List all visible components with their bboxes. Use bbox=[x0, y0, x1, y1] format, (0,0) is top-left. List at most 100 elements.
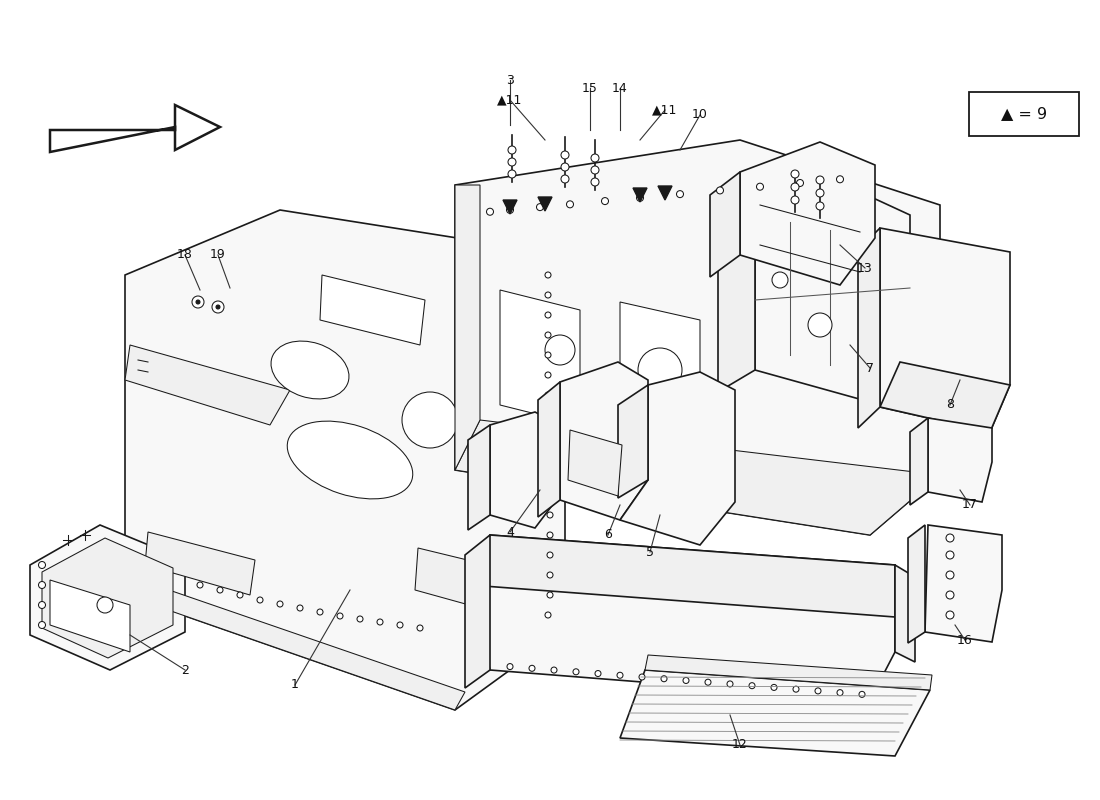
Text: 10: 10 bbox=[692, 109, 708, 122]
Circle shape bbox=[816, 176, 824, 184]
Circle shape bbox=[547, 472, 553, 478]
Text: 2: 2 bbox=[182, 663, 189, 677]
Circle shape bbox=[946, 551, 954, 559]
Circle shape bbox=[97, 597, 113, 613]
Text: a passion for parts since 1985: a passion for parts since 1985 bbox=[231, 433, 609, 457]
Polygon shape bbox=[42, 538, 173, 658]
Circle shape bbox=[529, 666, 535, 671]
Text: 7: 7 bbox=[866, 362, 874, 374]
Polygon shape bbox=[538, 382, 560, 517]
Circle shape bbox=[547, 452, 553, 458]
Text: ▲11: ▲11 bbox=[497, 94, 522, 106]
Polygon shape bbox=[740, 142, 874, 285]
Circle shape bbox=[561, 175, 569, 183]
Polygon shape bbox=[755, 185, 910, 402]
Polygon shape bbox=[465, 535, 490, 688]
Polygon shape bbox=[568, 430, 622, 496]
Circle shape bbox=[537, 204, 543, 210]
Circle shape bbox=[192, 296, 204, 308]
Polygon shape bbox=[620, 670, 930, 756]
Circle shape bbox=[39, 602, 45, 609]
Circle shape bbox=[486, 208, 494, 215]
Circle shape bbox=[637, 194, 644, 202]
Circle shape bbox=[573, 669, 579, 674]
Circle shape bbox=[815, 688, 821, 694]
Polygon shape bbox=[718, 218, 755, 392]
Circle shape bbox=[236, 592, 243, 598]
Circle shape bbox=[39, 562, 45, 569]
Circle shape bbox=[212, 301, 224, 313]
Circle shape bbox=[617, 672, 623, 678]
Text: 3: 3 bbox=[506, 74, 514, 86]
Circle shape bbox=[638, 348, 682, 392]
Polygon shape bbox=[415, 548, 488, 608]
Text: 15: 15 bbox=[582, 82, 598, 94]
Circle shape bbox=[358, 616, 363, 622]
Circle shape bbox=[544, 312, 551, 318]
Circle shape bbox=[676, 190, 683, 198]
Polygon shape bbox=[880, 362, 1010, 432]
Polygon shape bbox=[560, 362, 648, 520]
Circle shape bbox=[544, 272, 551, 278]
Polygon shape bbox=[490, 412, 560, 528]
Polygon shape bbox=[470, 535, 895, 617]
Polygon shape bbox=[645, 655, 932, 690]
Polygon shape bbox=[908, 525, 925, 643]
Circle shape bbox=[716, 187, 724, 194]
Circle shape bbox=[772, 272, 788, 288]
Polygon shape bbox=[925, 525, 1002, 642]
Polygon shape bbox=[632, 188, 647, 202]
Circle shape bbox=[946, 571, 954, 579]
Circle shape bbox=[507, 663, 513, 670]
Polygon shape bbox=[858, 228, 880, 428]
Text: 17: 17 bbox=[962, 498, 978, 511]
Text: 5: 5 bbox=[646, 546, 654, 558]
Circle shape bbox=[547, 492, 553, 498]
Circle shape bbox=[544, 392, 551, 398]
Polygon shape bbox=[880, 228, 1010, 432]
Text: 12: 12 bbox=[733, 738, 748, 751]
Circle shape bbox=[705, 679, 711, 686]
Text: 16: 16 bbox=[957, 634, 972, 646]
Text: ▲ = 9: ▲ = 9 bbox=[1001, 106, 1047, 122]
Circle shape bbox=[544, 412, 551, 418]
Circle shape bbox=[402, 392, 458, 448]
Ellipse shape bbox=[271, 341, 349, 399]
Circle shape bbox=[544, 335, 575, 365]
Circle shape bbox=[836, 176, 844, 182]
Circle shape bbox=[749, 682, 755, 689]
Polygon shape bbox=[538, 197, 552, 211]
Circle shape bbox=[297, 605, 302, 611]
Circle shape bbox=[257, 597, 263, 603]
Circle shape bbox=[757, 183, 763, 190]
Polygon shape bbox=[895, 565, 915, 662]
Circle shape bbox=[591, 166, 600, 174]
Text: 14: 14 bbox=[612, 82, 628, 94]
Polygon shape bbox=[125, 345, 290, 425]
Circle shape bbox=[566, 201, 573, 208]
Text: 6: 6 bbox=[604, 529, 612, 542]
Text: 13: 13 bbox=[857, 262, 873, 274]
Circle shape bbox=[544, 292, 551, 298]
Circle shape bbox=[39, 622, 45, 629]
Circle shape bbox=[816, 202, 824, 210]
Polygon shape bbox=[125, 210, 565, 710]
Circle shape bbox=[197, 582, 204, 588]
Polygon shape bbox=[620, 372, 735, 545]
Polygon shape bbox=[620, 302, 700, 428]
Circle shape bbox=[547, 512, 553, 518]
Circle shape bbox=[506, 206, 514, 214]
Text: ▲11: ▲11 bbox=[652, 103, 678, 117]
Circle shape bbox=[508, 146, 516, 154]
Circle shape bbox=[946, 611, 954, 619]
Circle shape bbox=[837, 690, 843, 696]
Circle shape bbox=[277, 601, 283, 607]
Text: eurOparts: eurOparts bbox=[184, 319, 777, 421]
Circle shape bbox=[508, 170, 516, 178]
Circle shape bbox=[595, 670, 601, 677]
FancyBboxPatch shape bbox=[969, 92, 1079, 136]
Polygon shape bbox=[658, 186, 672, 200]
Circle shape bbox=[791, 183, 799, 191]
Text: 19: 19 bbox=[210, 249, 225, 262]
Circle shape bbox=[216, 305, 220, 309]
